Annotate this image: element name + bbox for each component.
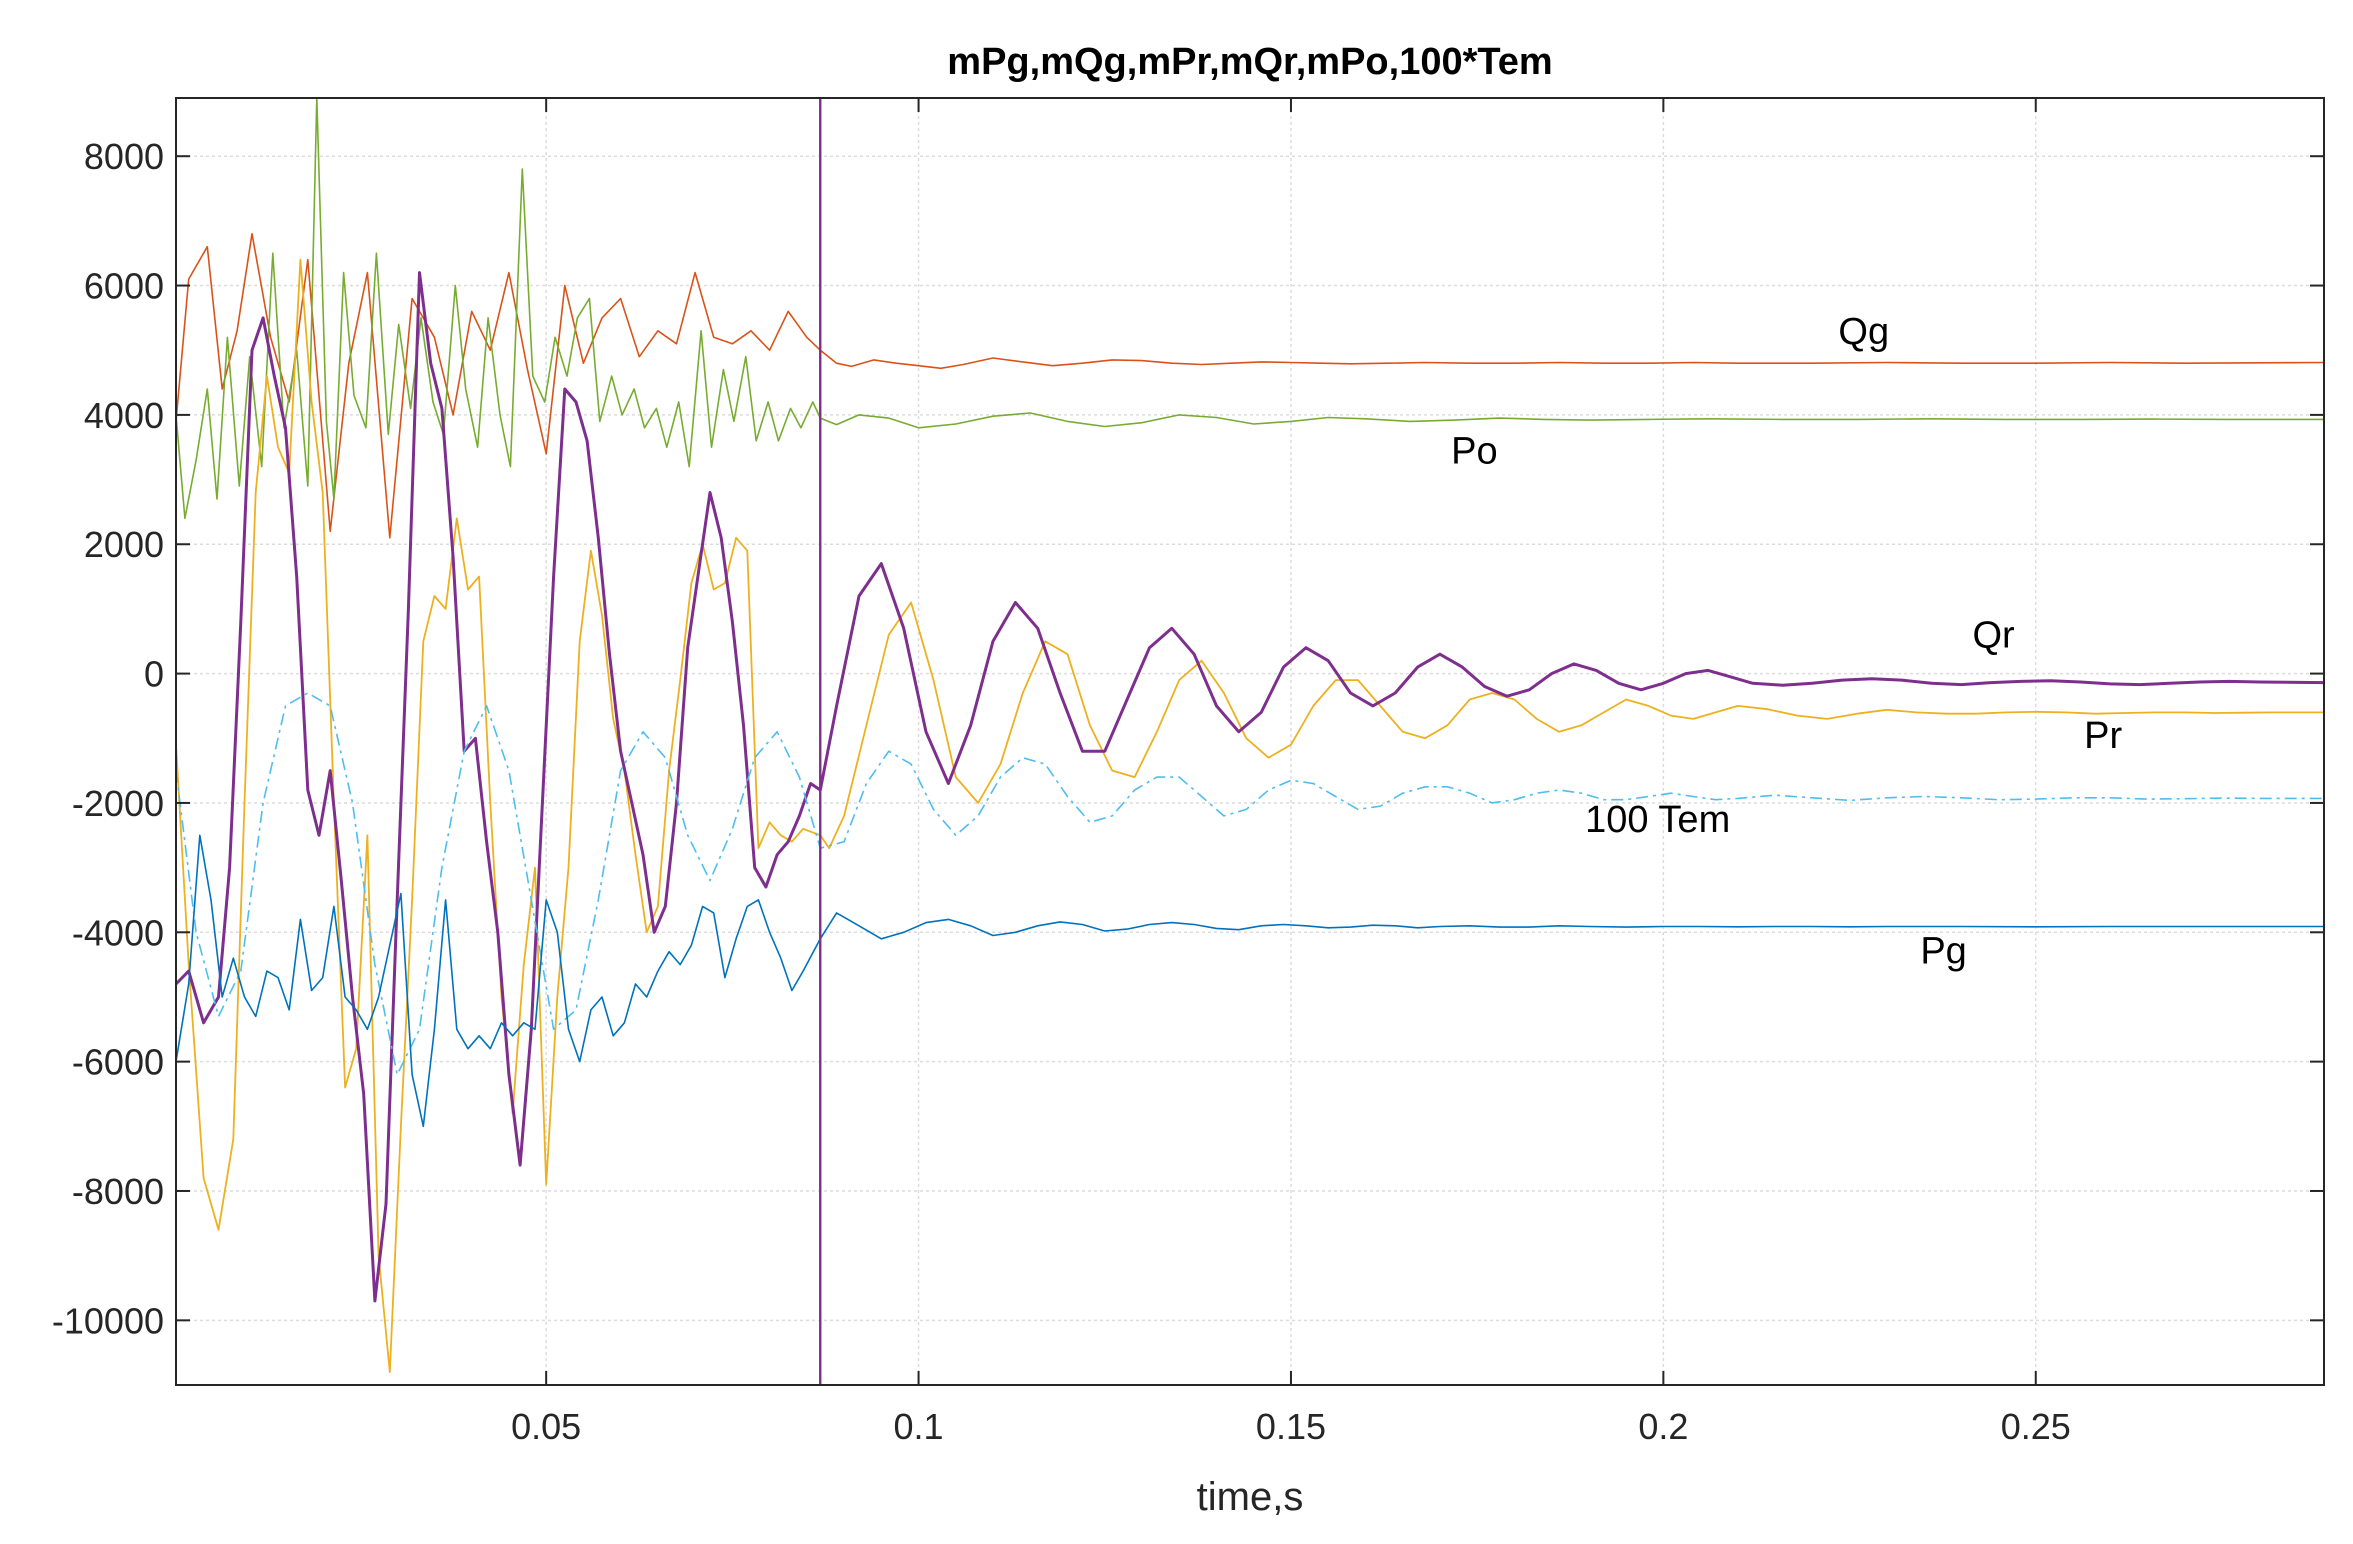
series-layer	[176, 98, 2324, 1373]
x-tick-label: 0.15	[1256, 1406, 1326, 1447]
series-annotation: Pg	[1920, 930, 1966, 972]
x-tick-label: 0.05	[511, 1406, 581, 1447]
x-tick-label: 0.25	[2001, 1406, 2071, 1447]
x-tick-labels: 0.05 0.1 0.15 0.2 0.25	[511, 1406, 2071, 1447]
series-line-2	[176, 258, 2324, 1373]
y-tick-labels: -10000 -8000 -6000 -4000 -2000 0 2000 4000 6000 8…	[52, 136, 164, 1341]
series-annotation: 100 Tem	[1585, 799, 1730, 841]
series-line-4	[176, 692, 2324, 1076]
y-tick-label: 6000	[84, 266, 164, 307]
series-annotation: Qr	[1972, 615, 2015, 657]
y-tick-label: 0	[144, 654, 164, 695]
annotations: Qg Po Qr Pr 100 Tem Pg	[1451, 311, 2122, 973]
series-annotation: Qg	[1838, 311, 1889, 353]
x-axis-label: time,s	[1197, 1475, 1304, 1519]
series-line-0	[176, 233, 2324, 539]
y-tick-label: -4000	[72, 912, 164, 953]
y-tick-label: -2000	[72, 783, 164, 824]
series-annotation: Pr	[2084, 715, 2122, 757]
y-tick-label: 8000	[84, 136, 164, 177]
y-tick-label: -10000	[52, 1300, 164, 1341]
series-line-1	[176, 98, 2324, 520]
y-tick-label: 4000	[84, 395, 164, 436]
x-tick-label: 0.1	[894, 1406, 944, 1447]
y-tick-label: 2000	[84, 524, 164, 565]
plot-area-border	[175, 97, 2325, 1386]
series-line-3	[176, 271, 2324, 1303]
series-annotation: Po	[1451, 430, 1497, 472]
chart-title: mPg,mQg,mPr,mQr,mPo,100*Tem	[947, 41, 1552, 83]
y-tick-label: -6000	[72, 1042, 164, 1083]
series-line-5	[176, 834, 2324, 1128]
tick-marks	[176, 98, 2324, 1385]
x-tick-label: 0.2	[1638, 1406, 1688, 1447]
y-tick-label: -8000	[72, 1171, 164, 1212]
